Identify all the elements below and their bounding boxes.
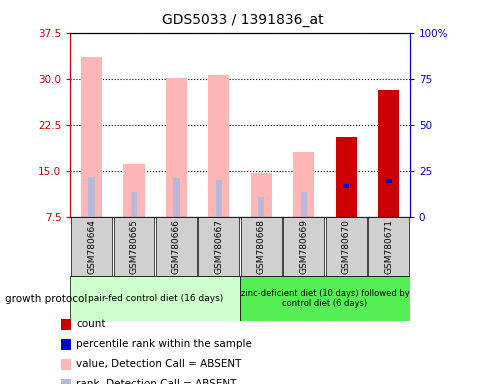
Text: GSM780669: GSM780669 <box>299 219 308 274</box>
Bar <box>123 164 144 217</box>
Bar <box>81 57 102 217</box>
Bar <box>240 276 409 321</box>
Text: count: count <box>76 319 106 329</box>
Bar <box>300 192 306 217</box>
Text: GSM780666: GSM780666 <box>171 219 181 274</box>
Bar <box>156 217 197 276</box>
Bar <box>88 177 94 217</box>
Bar <box>166 78 187 217</box>
Text: GSM780665: GSM780665 <box>129 219 138 274</box>
Text: rank, Detection Call = ABSENT: rank, Detection Call = ABSENT <box>76 379 236 384</box>
Bar <box>173 178 179 217</box>
Bar <box>342 184 348 189</box>
Bar <box>335 137 356 217</box>
Bar <box>241 217 281 276</box>
Text: percentile rank within the sample: percentile rank within the sample <box>76 339 252 349</box>
Text: zinc-deficient diet (10 days) followed by
control diet (6 days): zinc-deficient diet (10 days) followed b… <box>240 289 408 308</box>
Text: value, Detection Call = ABSENT: value, Detection Call = ABSENT <box>76 359 241 369</box>
Text: GSM780671: GSM780671 <box>383 219 393 274</box>
Bar <box>71 217 112 276</box>
Text: GDS5033 / 1391836_at: GDS5033 / 1391836_at <box>161 13 323 27</box>
Bar <box>113 217 154 276</box>
Bar <box>250 173 272 217</box>
Bar <box>215 180 222 217</box>
Text: pair-fed control diet (16 days): pair-fed control diet (16 days) <box>88 294 222 303</box>
Bar <box>257 197 264 217</box>
Bar <box>292 152 314 217</box>
Text: growth protocol: growth protocol <box>5 293 87 304</box>
Text: GSM780668: GSM780668 <box>256 219 265 274</box>
Bar <box>385 179 391 184</box>
Text: GSM780667: GSM780667 <box>214 219 223 274</box>
Bar <box>198 217 239 276</box>
Bar <box>283 217 323 276</box>
Bar <box>70 276 240 321</box>
Bar <box>131 192 137 217</box>
Bar <box>377 90 398 217</box>
Text: GSM780664: GSM780664 <box>87 219 96 274</box>
Bar <box>367 217 408 276</box>
Text: GSM780670: GSM780670 <box>341 219 350 274</box>
Bar <box>208 75 229 217</box>
Bar <box>325 217 366 276</box>
